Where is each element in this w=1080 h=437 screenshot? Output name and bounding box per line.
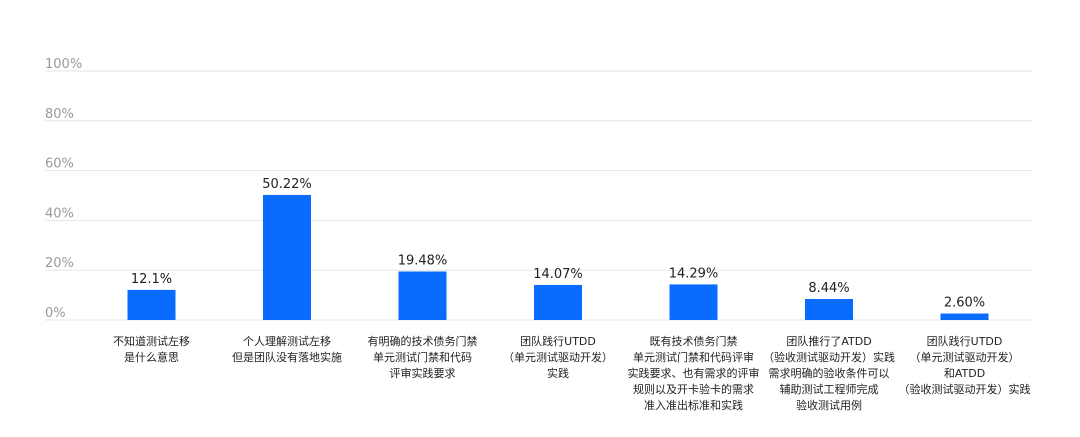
data-label: 8.44% (808, 281, 849, 296)
category-label-line: 评审实践要求 (389, 367, 456, 380)
category-label-line: （单元测试驱动开发） (909, 351, 1020, 364)
category-label-line: （验收测试驱动开发）实践 (898, 383, 1031, 396)
category-label-line: 规则以及开卡验卡的需求 (633, 383, 754, 396)
category-label-line: 准入准出标准和实践 (644, 399, 743, 412)
data-label: 12.1% (131, 272, 172, 287)
category-label-line: 辅助测试工程师完成 (779, 383, 879, 396)
bar (534, 284, 582, 320)
data-label: 2.60% (944, 296, 985, 311)
category-label-line: （验收测试驱动开发）实践 (763, 351, 895, 364)
y-tick-label: 80% (45, 107, 74, 122)
data-label: 14.07% (533, 267, 583, 282)
category-label-line: 验收测试用例 (796, 399, 862, 412)
data-label: 19.48% (398, 253, 448, 268)
category-label-line: 实践要求、也有需求的评审 (627, 367, 760, 380)
bar (805, 298, 853, 320)
category-label: 团队践行UTDD （单元测试驱动开发） 和ATDD （验收测试驱动开发）实践 (890, 334, 1040, 398)
y-tick-label: 20% (45, 256, 74, 271)
y-tick-label: 100% (45, 57, 82, 72)
category-label-line: 但是团队没有落地实施 (232, 351, 342, 364)
category-label: 有明确的技术债务门禁 单元测试门禁和代码 评审实践要求 (348, 334, 498, 382)
category-label-line: 需求明确的验收条件可以 (768, 367, 890, 380)
data-label: 50.22% (262, 177, 312, 192)
y-tick-label: 40% (45, 206, 74, 221)
category-label-line: 团队践行UTDD (926, 335, 1003, 348)
category-label: 团队推行了ATDD （验收测试驱动开发）实践 需求明确的验收条件可以 辅助测试工程师完… (754, 334, 904, 414)
category-label-line: 和ATDD (943, 367, 986, 380)
category-label-line: 单元测试门禁和代码 (373, 351, 472, 364)
y-tick-label: 60% (45, 157, 74, 172)
category-label-line: 个人理解测试左移 (243, 335, 331, 348)
bar (263, 194, 311, 320)
category-label-line: 团队践行UTDD (520, 335, 596, 348)
bar (398, 271, 447, 320)
bars (127, 194, 989, 320)
category-label: 不知道测试左移 是什么意思 (77, 334, 227, 366)
bar (127, 289, 176, 320)
bar (940, 313, 989, 320)
grid-lines (45, 70, 1032, 321)
category-label-line: 实践 (547, 367, 569, 380)
category-label: 团队践行UTDD （单元测试驱动开发） 实践 (483, 334, 633, 382)
y-tick-label: 0% (45, 306, 66, 321)
category-label-line: 有明确的技术债务门禁 (367, 335, 478, 348)
category-label: 既有技术债务门禁单元测试门禁和代码评审 实践要求、也有需求的评审 规则以及开卡验卡的… (619, 334, 769, 414)
category-label-line: 单元测试门禁和代码评审 (633, 351, 754, 364)
data-labels: 12.1% 50.22% 19.48% 14.07% 14.29% 8.44% 2.60% (131, 177, 985, 311)
category-label-line: 是什么意思 (124, 351, 179, 364)
bar (669, 284, 718, 320)
category-label-line: 团队推行了ATDD (786, 335, 872, 348)
category-label-line: 既有技术债务门禁 (649, 335, 738, 348)
y-axis-ticks: 0% 20% 40% 60% 80% 100% (45, 57, 82, 321)
category-label: 个人理解测试左移 但是团队没有落地实施 (212, 334, 362, 366)
category-label-line: 不知道测试左移 (113, 335, 190, 348)
category-label-line: （单元测试驱动开发） (503, 351, 613, 364)
data-label: 14.29% (669, 266, 719, 281)
